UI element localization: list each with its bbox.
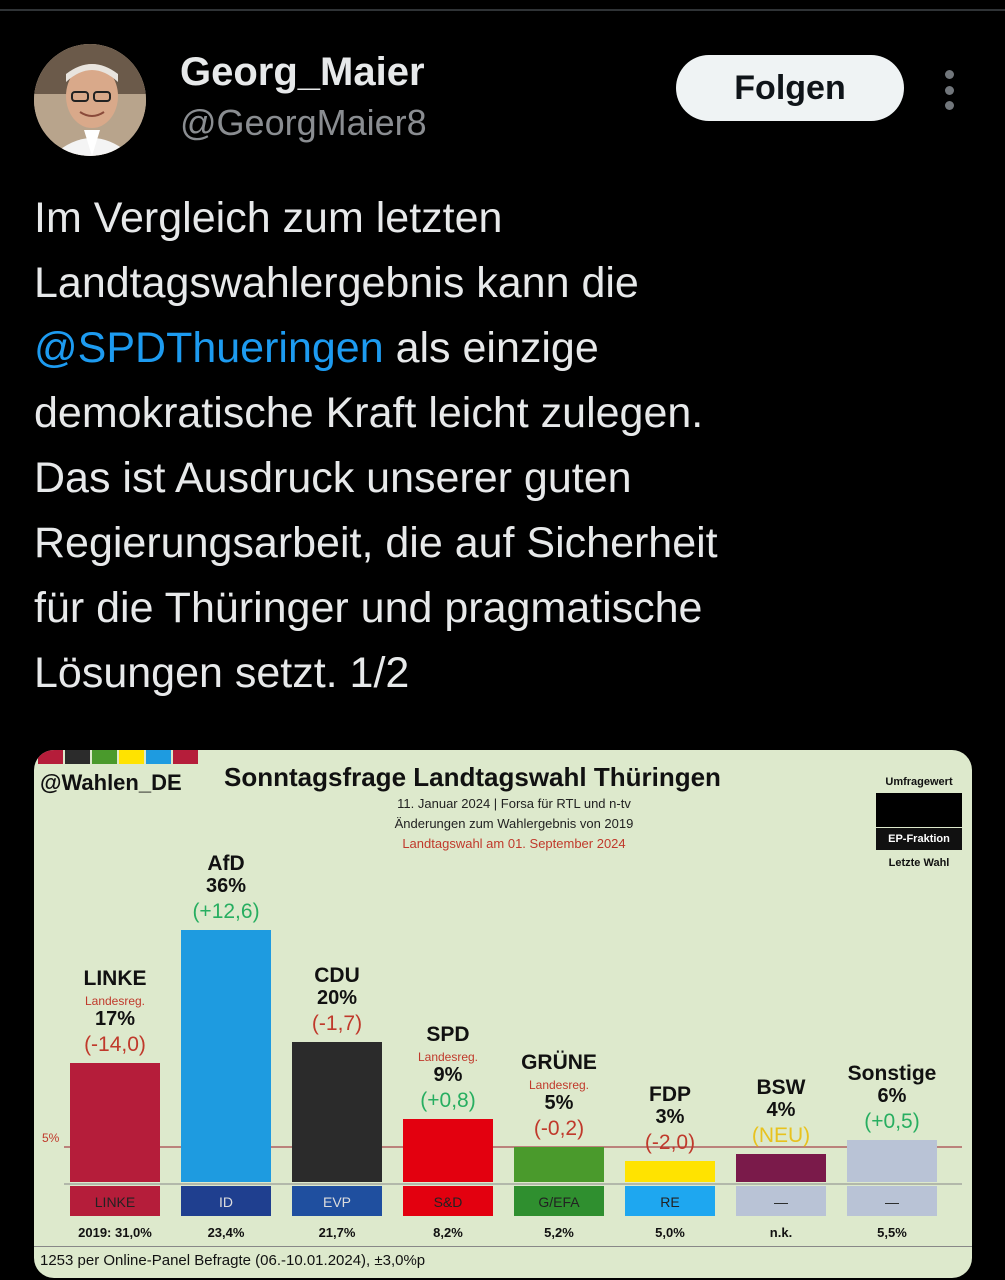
value-label: 4%	[767, 1099, 796, 1121]
party-note: Landesreg.	[85, 994, 145, 1008]
more-options-icon[interactable]	[940, 70, 958, 110]
tweet-line: Regierungsarbeit, die auf Sicherheit	[34, 519, 718, 567]
color-stripe	[119, 750, 144, 764]
ep-label: G/EFA	[538, 1194, 580, 1210]
ep-box	[292, 1186, 382, 1216]
legend-label: Letzte Wahl	[888, 857, 950, 869]
avatar-image	[34, 44, 146, 156]
value-label: 36%	[206, 875, 246, 897]
bar-sonstige	[847, 1140, 937, 1182]
last-result: 2019: 31,0%	[78, 1225, 152, 1240]
party-note: Landesreg.	[418, 1050, 478, 1064]
party-name: FDP	[649, 1083, 691, 1106]
author-name[interactable]: Georg_Maier	[180, 50, 425, 94]
bar-grüne	[514, 1147, 604, 1182]
party-name: CDU	[314, 964, 360, 987]
tweet-line: Landtagswahlergebnis kann die	[34, 259, 639, 307]
value-label: 3%	[656, 1106, 685, 1128]
change-label: (+0,5)	[864, 1110, 919, 1133]
ep-box	[514, 1186, 604, 1216]
ep-label: ID	[219, 1194, 233, 1210]
value-label: 17%	[95, 1008, 135, 1030]
change-label: (+0,8)	[420, 1089, 475, 1112]
tweet-line: demokratische Kraft leicht zulegen.	[34, 389, 704, 437]
last-result: 5,2%	[544, 1225, 574, 1240]
value-label: 6%	[878, 1085, 907, 1107]
party-note: Landesreg.	[529, 1078, 589, 1092]
change-label: (+12,6)	[192, 900, 259, 923]
chart-subtitle: 11. Januar 2024 | Forsa für RTL und n-tv	[397, 796, 631, 811]
bar-spd	[403, 1119, 493, 1182]
party-name: BSW	[757, 1076, 806, 1099]
ep-box	[181, 1186, 271, 1216]
ep-label: RE	[660, 1194, 679, 1210]
color-stripe	[65, 750, 90, 764]
color-stripe	[38, 750, 63, 764]
chart-source: @Wahlen_DE	[40, 770, 182, 795]
tweet-line: Lösungen setzt. 1/2	[34, 649, 410, 697]
ep-label: —	[774, 1194, 788, 1210]
chart-subtitle: Landtagswahl am 01. September 2024	[402, 836, 626, 851]
change-label: (-0,2)	[534, 1117, 584, 1140]
chart-footer: 1253 per Online-Panel Befragte (06.-10.0…	[40, 1252, 426, 1269]
ep-label: —	[885, 1194, 899, 1210]
last-result: 8,2%	[433, 1225, 463, 1240]
change-label: (-2,0)	[645, 1131, 695, 1154]
party-name: Sonstige	[848, 1062, 937, 1085]
author-handle[interactable]: @GeorgMaier8	[180, 102, 427, 143]
party-name: SPD	[426, 1023, 469, 1046]
threshold-label: 5%	[42, 1131, 60, 1145]
legend-label: EP-Fraktion	[876, 828, 962, 850]
bar-linke	[70, 1063, 160, 1182]
ep-label: LINKE	[95, 1194, 135, 1210]
legend-label: Umfragewert	[885, 776, 953, 788]
bar-cdu	[292, 1042, 382, 1182]
ep-box	[70, 1186, 160, 1216]
value-label: 9%	[434, 1064, 463, 1086]
color-stripe	[173, 750, 198, 764]
change-label: (-14,0)	[84, 1033, 146, 1056]
tweet-line-rest: als einzige	[395, 324, 599, 372]
ep-box	[736, 1186, 826, 1216]
last-result: 5,5%	[877, 1225, 907, 1240]
party-name: GRÜNE	[521, 1051, 597, 1074]
bar-afd	[181, 930, 271, 1182]
ep-box	[403, 1186, 493, 1216]
ep-box	[625, 1186, 715, 1216]
value-label: 5%	[545, 1092, 574, 1114]
top-divider	[0, 9, 1005, 11]
tweet-text: Im Vergleich zum letzten Landtagswahlerg…	[34, 186, 984, 706]
last-result: n.k.	[770, 1225, 792, 1240]
legend-swatch	[876, 793, 962, 827]
last-result: 21,7%	[319, 1225, 356, 1240]
footer-divider	[34, 1246, 972, 1247]
color-stripe	[92, 750, 117, 764]
last-result: 5,0%	[655, 1225, 685, 1240]
ep-label: S&D	[434, 1194, 463, 1210]
tweet-media-image[interactable]: @Wahlen_DE Sonntagsfrage Landtagswahl Th…	[34, 750, 972, 1278]
change-label: (-1,7)	[312, 1012, 362, 1035]
mention-link[interactable]: @SPDThueringen	[34, 324, 384, 372]
party-name: LINKE	[84, 967, 147, 990]
ep-box	[847, 1186, 937, 1216]
last-result: 23,4%	[208, 1225, 245, 1240]
party-name: AfD	[207, 852, 244, 875]
chart-subtitle: Änderungen zum Wahlergebnis von 2019	[394, 816, 634, 831]
ep-label: EVP	[323, 1194, 351, 1210]
bar-bsw	[736, 1154, 826, 1182]
chart-title: Sonntagsfrage Landtagswahl Thüringen	[224, 762, 721, 792]
tweet-line: Im Vergleich zum letzten	[34, 194, 503, 242]
bar-fdp	[625, 1161, 715, 1182]
color-stripe	[146, 750, 171, 764]
tweet-line: @SPDThueringen als einzige	[34, 316, 984, 381]
tweet-line: Das ist Ausdruck unserer guten	[34, 454, 632, 502]
tweet-line: für die Thüringer und pragmatische	[34, 584, 703, 632]
author-avatar[interactable]	[34, 44, 146, 156]
value-label: 20%	[317, 987, 357, 1009]
follow-button[interactable]: Folgen	[676, 55, 904, 121]
chart-legend: Umfragewert EP-Fraktion Letzte Wahl	[874, 770, 964, 869]
change-label: (NEU)	[752, 1124, 810, 1147]
